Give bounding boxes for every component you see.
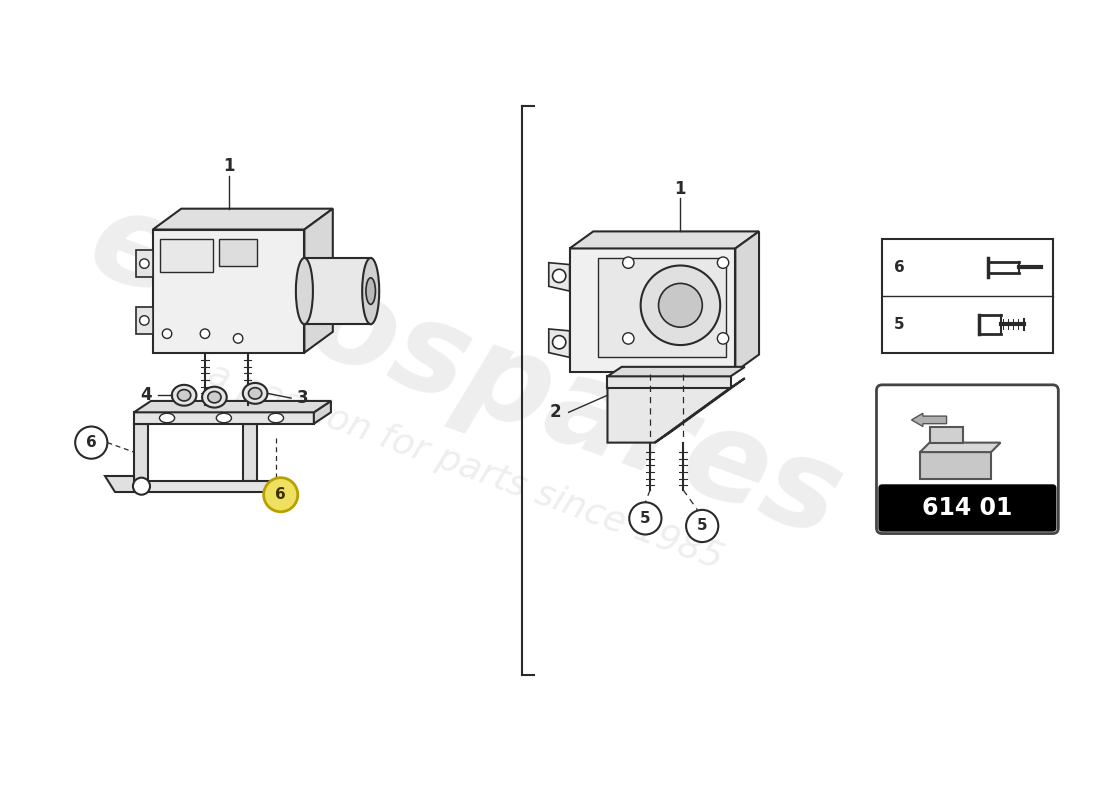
FancyArrow shape [912, 414, 947, 426]
Polygon shape [920, 442, 1001, 452]
FancyBboxPatch shape [219, 239, 257, 266]
Ellipse shape [202, 386, 227, 407]
Polygon shape [570, 231, 759, 249]
FancyBboxPatch shape [877, 385, 1058, 534]
Circle shape [140, 316, 150, 325]
Polygon shape [305, 209, 333, 353]
Text: 2: 2 [550, 403, 561, 422]
Polygon shape [134, 412, 314, 424]
Circle shape [140, 259, 150, 268]
Polygon shape [607, 388, 730, 442]
Ellipse shape [268, 414, 284, 422]
Ellipse shape [249, 388, 262, 399]
Text: 6: 6 [86, 435, 97, 450]
Circle shape [623, 257, 634, 268]
Circle shape [200, 329, 210, 338]
Circle shape [686, 510, 718, 542]
Bar [882, 496, 1053, 528]
Circle shape [629, 502, 661, 534]
Ellipse shape [362, 258, 380, 324]
Ellipse shape [172, 385, 197, 406]
Ellipse shape [640, 266, 720, 345]
Circle shape [717, 257, 728, 268]
Polygon shape [570, 249, 735, 371]
Polygon shape [930, 426, 962, 442]
Polygon shape [598, 258, 726, 358]
Circle shape [264, 478, 298, 512]
Text: 1: 1 [674, 180, 686, 198]
Polygon shape [607, 367, 745, 376]
Polygon shape [134, 424, 148, 481]
Polygon shape [135, 250, 153, 277]
FancyBboxPatch shape [879, 484, 1056, 532]
Polygon shape [243, 424, 257, 481]
Ellipse shape [366, 278, 375, 304]
Circle shape [233, 334, 243, 343]
Circle shape [552, 335, 565, 349]
Text: 1: 1 [223, 157, 234, 175]
Polygon shape [135, 307, 153, 334]
FancyBboxPatch shape [882, 239, 1053, 353]
Polygon shape [106, 476, 134, 492]
Circle shape [717, 333, 728, 344]
Text: a passion for parts since 1985: a passion for parts since 1985 [204, 357, 728, 576]
Ellipse shape [208, 391, 221, 403]
Circle shape [623, 333, 634, 344]
Polygon shape [314, 401, 331, 424]
Text: 5: 5 [697, 518, 707, 534]
Polygon shape [153, 209, 333, 230]
Polygon shape [920, 452, 991, 478]
Polygon shape [134, 481, 286, 492]
Text: eurospares: eurospares [74, 179, 857, 563]
Ellipse shape [217, 414, 231, 422]
Polygon shape [153, 230, 305, 353]
Ellipse shape [296, 258, 312, 324]
Circle shape [163, 329, 172, 338]
Text: 3: 3 [297, 389, 308, 407]
Polygon shape [549, 329, 570, 358]
Polygon shape [654, 378, 745, 442]
Polygon shape [607, 376, 730, 388]
Polygon shape [305, 258, 371, 324]
Polygon shape [549, 262, 570, 291]
Text: 6: 6 [275, 487, 286, 502]
FancyBboxPatch shape [161, 239, 212, 272]
Circle shape [133, 478, 150, 494]
Ellipse shape [243, 383, 267, 404]
Text: 5: 5 [894, 317, 904, 332]
Circle shape [75, 426, 108, 458]
Text: 4: 4 [141, 386, 152, 404]
Text: 5: 5 [640, 511, 651, 526]
Polygon shape [134, 401, 331, 412]
Polygon shape [735, 231, 759, 371]
Ellipse shape [659, 283, 702, 327]
Circle shape [552, 270, 565, 282]
Text: 614 01: 614 01 [922, 496, 1013, 520]
Text: 6: 6 [894, 260, 904, 275]
Ellipse shape [160, 414, 175, 422]
Ellipse shape [177, 390, 190, 401]
